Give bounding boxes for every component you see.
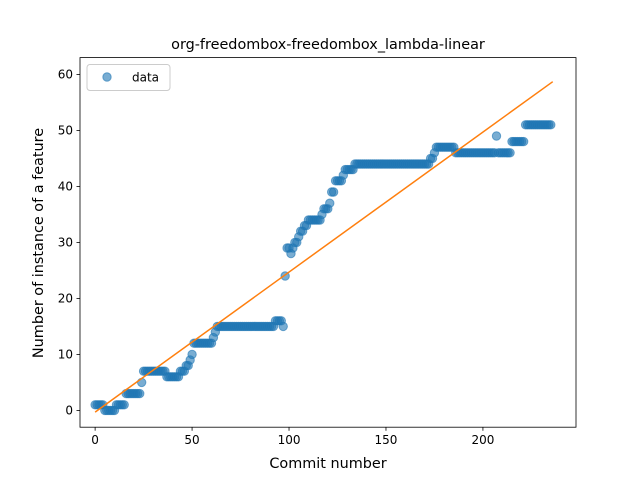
data-point xyxy=(491,131,502,141)
data-point xyxy=(187,349,197,360)
chart-title: org-freedombox-freedombox_lambda-linear xyxy=(171,37,485,53)
data-point xyxy=(119,400,129,410)
y-axis-label: Number of instance of a feature xyxy=(31,128,47,358)
y-tick-label: 40 xyxy=(58,180,73,194)
x-tick-label: 50 xyxy=(184,433,199,447)
legend-label: data xyxy=(132,71,159,85)
y-tick-label: 30 xyxy=(58,236,73,250)
x-tick-label: 100 xyxy=(278,433,301,447)
y-tick-label: 0 xyxy=(65,404,73,418)
plot-area xyxy=(90,81,556,416)
data-point xyxy=(136,377,147,388)
data-point xyxy=(278,321,288,332)
legend-box xyxy=(86,64,171,91)
data-point xyxy=(518,136,529,147)
y-tick-label: 60 xyxy=(58,68,73,82)
x-axis-label: Commit number xyxy=(269,456,386,472)
data-point xyxy=(328,187,339,197)
legend-marker xyxy=(102,72,112,82)
y-tick-label: 10 xyxy=(58,348,73,362)
y-tick-label: 50 xyxy=(58,124,73,138)
legend: data xyxy=(86,64,171,91)
x-tick-label: 0 xyxy=(91,433,99,447)
x-tick-label: 200 xyxy=(471,433,494,447)
data-point xyxy=(325,198,335,208)
data-point xyxy=(505,148,515,158)
x-tick-label: 150 xyxy=(375,433,398,447)
data-point xyxy=(135,388,145,399)
fit-line xyxy=(94,81,554,413)
axes: 0 50 100 150 200 0 10 20 30 40 50 60 xyxy=(58,57,577,447)
y-tick-label: 20 xyxy=(58,292,73,306)
data-point xyxy=(546,120,556,130)
